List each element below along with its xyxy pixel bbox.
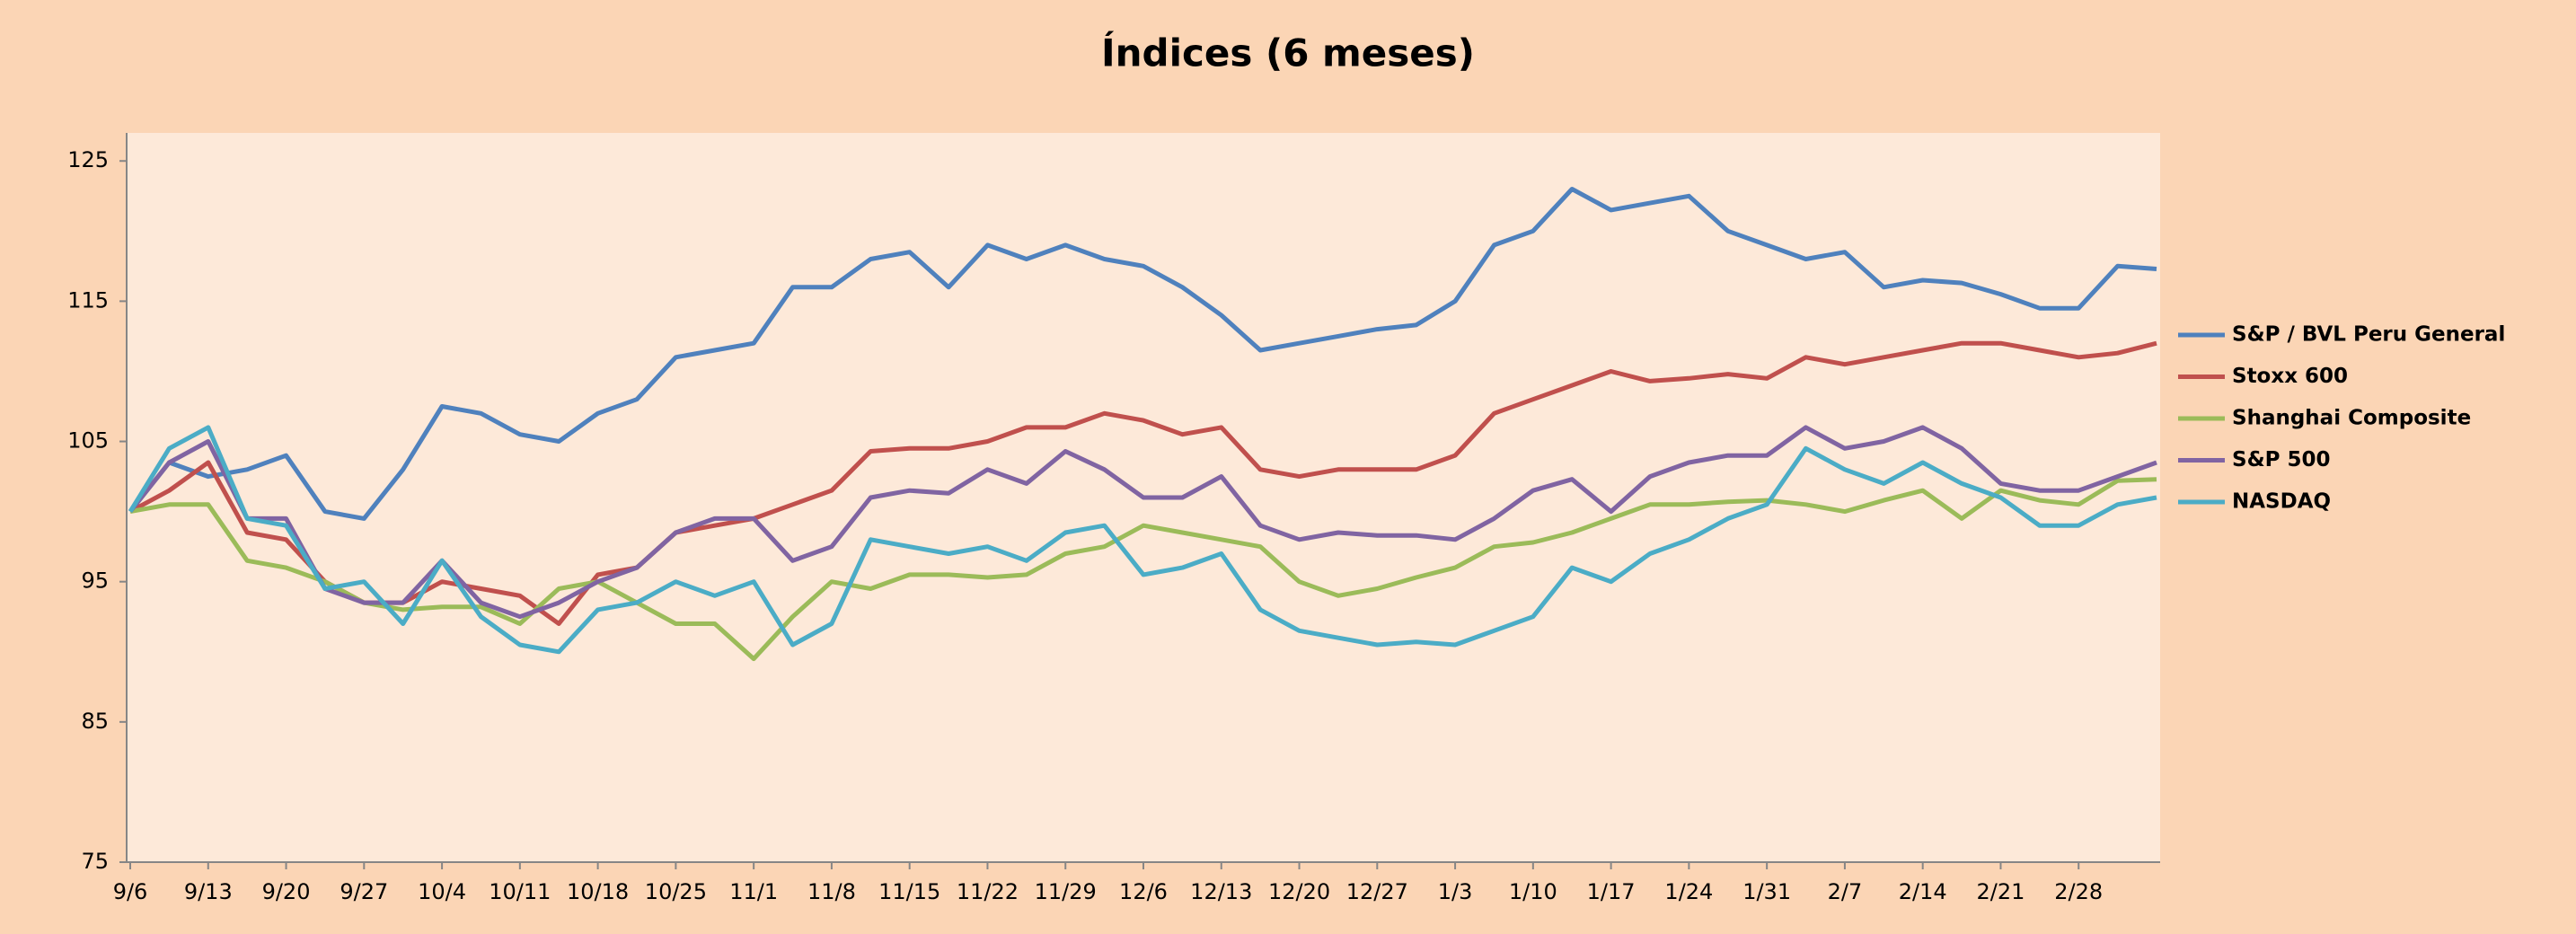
x-tick-label: 2/14 [1899,879,1947,904]
series-line [128,187,2157,521]
legend-label: Stoxx 600 [2232,365,2348,388]
legend-label: NASDAQ [2232,490,2331,514]
y-tick-label: 115 [67,287,109,313]
x-tick-label: 2/7 [1828,879,1863,904]
x-tick-label: 9/20 [262,879,311,904]
legend-label: S&P / BVL Peru General [2232,323,2505,347]
y-tick-label: 95 [81,568,109,594]
x-tick-label: 12/20 [1268,879,1330,904]
y-tick-label: 105 [67,428,109,454]
x-tick-label: 1/17 [1587,879,1636,904]
x-tick-label: 2/28 [2054,879,2103,904]
x-tick-label: 11/8 [807,879,856,904]
x-tick-label: 1/31 [1742,879,1791,904]
x-tick-label: 12/27 [1346,879,1408,904]
x-tick-label: 11/1 [729,879,778,904]
x-tick-label: 2/21 [1977,879,2025,904]
chart-title: Índices (6 meses) [1101,31,1475,75]
x-tick-label: 11/15 [878,879,940,904]
x-tick-label: 9/13 [184,879,233,904]
x-tick-label: 10/4 [418,879,466,904]
x-tick-label: 1/24 [1664,879,1713,904]
x-tick-label: 12/13 [1190,879,1252,904]
x-tick-label: 10/11 [489,879,551,904]
y-tick-label: 125 [67,147,109,172]
x-tick-label: 1/3 [1438,879,1473,904]
y-tick-label: 75 [81,849,109,874]
x-tick-label: 11/22 [957,879,1019,904]
y-tick-label: 85 [81,709,109,734]
series-line [129,477,2157,662]
series-line [128,425,2157,620]
x-tick-label: 1/10 [1509,879,1557,904]
legend-label: Shanghai Composite [2232,407,2471,430]
legend-label: S&P 500 [2232,448,2331,471]
x-tick-label: 9/6 [113,879,148,904]
x-tick-label: 11/29 [1035,879,1097,904]
x-tick-label: 10/25 [645,879,707,904]
x-tick-label: 10/18 [567,879,629,904]
series-line [128,425,2157,655]
plot: 75 85 95 105 115 125 9/6 9/13 9/20 9/27 10/4 10/11 1… [67,133,2160,904]
x-tick-label: 9/27 [340,879,388,904]
x-tick-label: 12/6 [1119,879,1168,904]
